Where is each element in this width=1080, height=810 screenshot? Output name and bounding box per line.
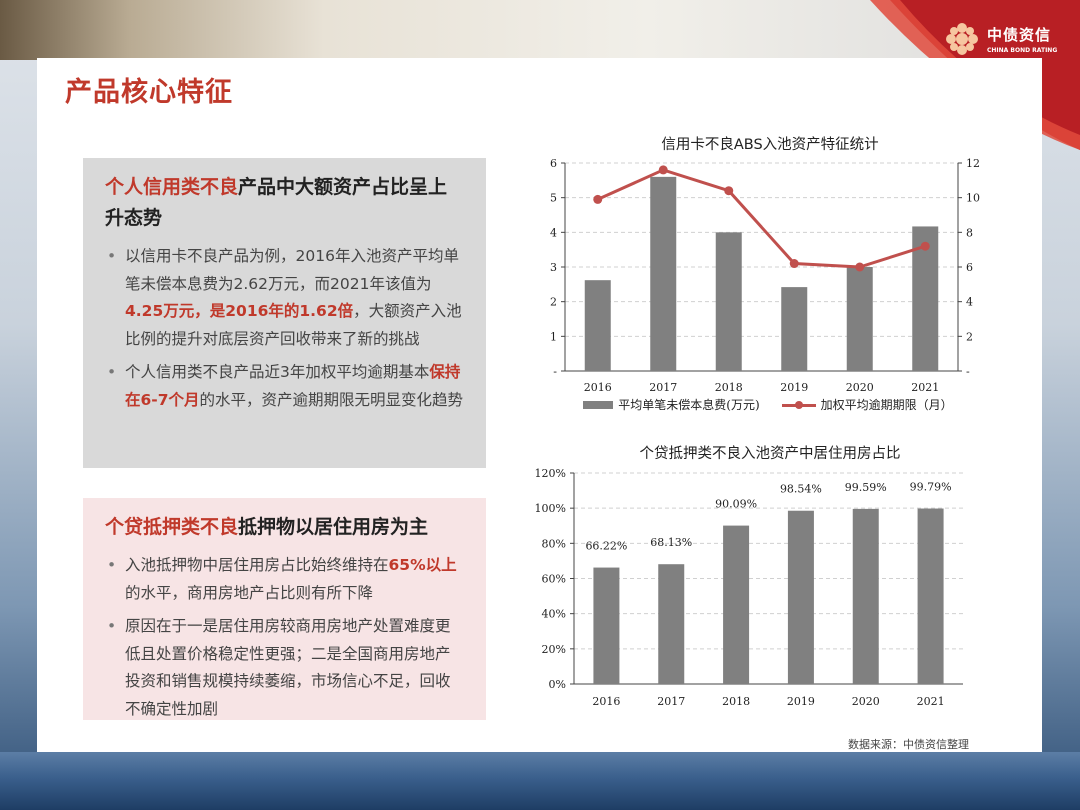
section-credit-card: 个人信用类不良产品中大额资产占比呈上升态势 以信用卡不良产品为例，2016年入池… (83, 158, 486, 468)
chart2-ytick-label: 80% (542, 537, 566, 550)
chart2-data-label: 66.22% (585, 540, 627, 553)
chart1-xtick-label: 2020 (846, 381, 874, 394)
legend-bar-swatch (583, 400, 614, 409)
section2-title: 个贷抵押类不良抵押物以居住用房为主 (105, 512, 464, 543)
chart2-ytick-label: 60% (542, 573, 566, 586)
chart1-ytick-label: 2 (550, 296, 557, 309)
chart2-data-label: 98.54% (780, 483, 822, 496)
chart2-data-label: 90.09% (715, 498, 757, 511)
chart1-line-point (593, 194, 603, 204)
bullet-text: 的水平，商用房地产占比则有所下降 (125, 583, 374, 602)
chart1-line-point (920, 241, 930, 251)
bullet-text: 入池抵押物中居住用房占比始终维持在 (125, 556, 389, 574)
chart1-ytick-label: 4 (550, 226, 557, 239)
logo-mark-icon (946, 23, 978, 55)
brand-name-en: CHINA BOND RATING (987, 47, 1058, 54)
chart1-y2tick-label: 4 (966, 296, 973, 309)
section1-bullet-1: 以信用卡不良产品为例，2016年入池资产平均单笔未偿本息费为2.62万元，而20… (105, 243, 464, 353)
chart1-bar (650, 176, 677, 371)
chart2-data-label: 99.59% (845, 481, 887, 494)
chart1-xtick-label: 2018 (715, 381, 743, 394)
section1-title-rest: 产品中大额资产占比呈上升态势 (105, 176, 448, 229)
section-mortgage: 个贷抵押类不良抵押物以居住用房为主 入池抵押物中居住用房占比始终维持在65%以上… (83, 498, 486, 720)
chart2-data-label: 99.79% (910, 481, 952, 494)
chart1-ytick-label: - (553, 365, 557, 378)
chart2-ytick-label: 120% (535, 467, 566, 480)
chart1-y2tick-label: 8 (966, 226, 973, 239)
chart2-title: 个贷抵押类不良入池资产中居住用房占比 (639, 446, 901, 462)
chart1-y2tick-label: 2 (966, 330, 973, 343)
chart1-xtick-label: 2016 (584, 381, 612, 394)
bullet-text: 原因在于一是居住用房较商用房地产处置难度更低且处置价格稳定性更强；二是全国商用房… (125, 617, 451, 718)
legend-item-bar: 平均单笔未偿本息费(万元) (583, 396, 760, 413)
chart1-bar (846, 267, 873, 371)
section2-title-highlight: 个贷抵押类不良 (105, 516, 239, 538)
bullet-text: 的水平，资产逾期期限无明显变化趋势 (199, 390, 464, 409)
legend-line-label: 加权平均逾期期限（月） (820, 398, 953, 412)
chart2-xtick-label: 2020 (852, 695, 880, 708)
chart1-bar (781, 287, 808, 371)
bullet-emphasis: 4.25万元，是2016年的1.62倍 (125, 302, 354, 320)
chart1-ytick-label: 3 (550, 261, 557, 274)
legend-item-line: 加权平均逾期期限（月） (781, 396, 953, 413)
chart1-bar (715, 232, 742, 371)
legend-bar-label: 平均单笔未偿本息费(万元) (618, 398, 760, 412)
section2-title-rest: 抵押物以居住用房为主 (238, 516, 429, 538)
bullet-emphasis: 保持在6-7个月 (125, 363, 461, 409)
section1-title: 个人信用类不良产品中大额资产占比呈上升态势 (105, 172, 464, 234)
chart2-bar (723, 525, 750, 684)
chart2-bar (658, 564, 685, 684)
chart1-ytick-label: 5 (550, 192, 557, 205)
chart2-bar (593, 567, 620, 684)
chart1-xtick-label: 2019 (780, 381, 808, 394)
chart1-line-point (789, 259, 799, 269)
chart2-xtick-label: 2017 (657, 695, 685, 708)
chart2-data-label: 68.13% (650, 536, 692, 549)
chart1-title: 信用卡不良ABS入池资产特征统计 (661, 137, 879, 153)
chart1-y2tick-label: 6 (966, 261, 973, 274)
section1-title-highlight: 个人信用类不良 (105, 176, 239, 198)
page-title: 产品核心特征 (65, 77, 233, 108)
section2-bullet-2: 原因在于一是居住用房较商用房地产处置难度更低且处置价格稳定性更强；二是全国商用房… (105, 613, 464, 723)
chart2-ytick-label: 0% (549, 678, 566, 691)
chart2-ytick-label: 40% (542, 608, 566, 621)
chart1-series-line (597, 168, 926, 269)
chart1-bar (584, 280, 611, 371)
chart1-y2tick-label: 10 (966, 192, 980, 205)
chart2-xtick-label: 2021 (917, 695, 945, 708)
chart1-xtick-label: 2017 (649, 381, 677, 394)
chart1-ytick-label: 1 (550, 330, 557, 343)
chart1-line-point (658, 165, 668, 175)
chart2-xtick-label: 2018 (722, 695, 750, 708)
chart1-xtick-label: 2021 (911, 381, 939, 394)
legend-line-swatch (781, 399, 816, 411)
background-photo-sea (0, 752, 1080, 810)
data-source-note: 数据来源：中债资信整理 (848, 738, 969, 751)
chart2-bar (917, 508, 944, 684)
section1-bullet-2: 个人信用类不良产品近3年加权平均逾期基本保持在6-7个月的水平，资产逾期期限无明… (105, 359, 464, 414)
chart2-ytick-label: 100% (535, 502, 566, 515)
section2-bullet-1: 入池抵押物中居住用房占比始终维持在65%以上的水平，商用房地产占比则有所下降 (105, 552, 464, 607)
chart2-xtick-label: 2019 (787, 695, 815, 708)
chart2-bar (787, 510, 814, 684)
chart2-ytick-label: 20% (542, 643, 566, 656)
chart2-xtick-label: 2016 (592, 695, 620, 708)
chart1-y2tick-label: - (966, 365, 970, 378)
chart2-bar (852, 508, 879, 684)
brand-name-cn: 中债资信 (987, 26, 1052, 44)
chart1-line-point (855, 262, 865, 272)
brand-logo: 中债资信 CHINA BOND RATING (945, 22, 1057, 56)
chart1-legend: 平均单笔未偿本息费(万元) 加权平均逾期期限（月） (558, 396, 978, 413)
chart1-line-point (724, 186, 734, 196)
bullet-text: ，大额资产入池比例的提升对底层资产回收带来了新的挑战 (125, 302, 462, 348)
bullet-text: 以信用卡不良产品为例，2016年入池资产平均单笔未偿本息费为2.62万元，而20… (125, 247, 459, 293)
chart1-ytick-label: 6 (550, 157, 557, 170)
bullet-emphasis: 65%以上 (388, 556, 457, 574)
chart1-y2tick-label: 12 (966, 157, 980, 170)
bullet-text: 个人信用类不良产品近3年加权平均逾期基本 (125, 363, 430, 381)
